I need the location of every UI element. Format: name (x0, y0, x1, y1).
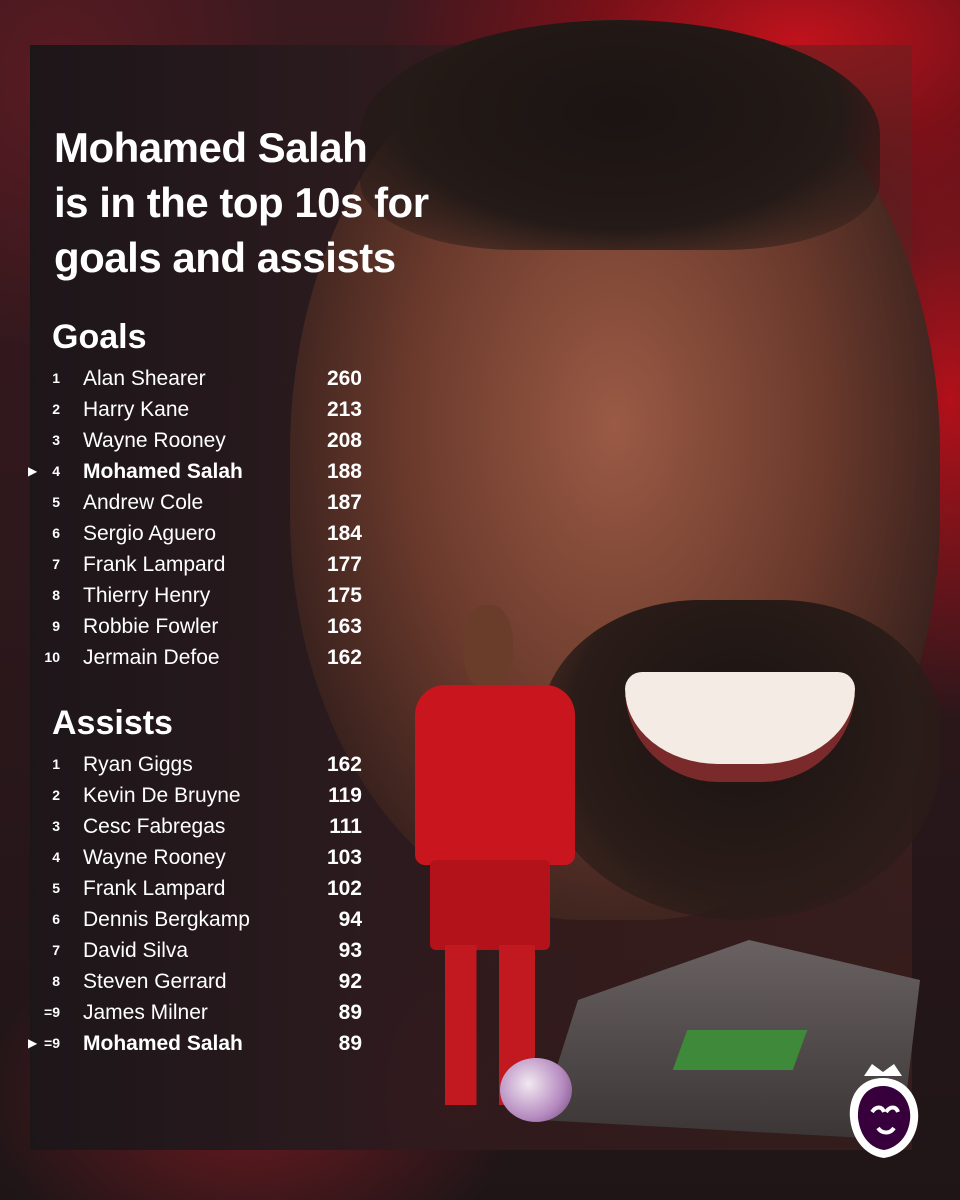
player-name: James Milner (83, 1001, 208, 1024)
player-name: Frank Lampard (83, 877, 226, 900)
stat-value: 103 (326, 846, 362, 869)
rank: 6 (52, 911, 60, 927)
player-name: Thierry Henry (83, 584, 211, 607)
player-name: Robbie Fowler (83, 615, 219, 638)
rank: 7 (52, 942, 60, 958)
assists-list: 1 Ryan Giggs 162 2 Kevin De Bruyne 119 3 Cesc F… (20, 749, 362, 1059)
assists-row: 4 Wayne Rooney 103 (20, 842, 362, 873)
stat-value: 177 (326, 553, 362, 576)
stat-value: 187 (326, 491, 362, 514)
player-name: Cesc Fabregas (83, 815, 226, 838)
player-name: Wayne Rooney (83, 846, 226, 869)
assists-row: 3 Cesc Fabregas 111 (20, 811, 362, 842)
rank: 8 (52, 587, 60, 603)
assists-row: 6 Dennis Bergkamp 94 (20, 904, 362, 935)
stat-value: 260 (326, 367, 362, 390)
stat-value: 213 (326, 398, 362, 421)
rank: 4 (52, 463, 60, 479)
stadium-pitch (672, 1030, 808, 1070)
stat-value: 175 (326, 584, 362, 607)
stat-value: 102 (326, 877, 362, 900)
highlight-marker-icon: ▶ (28, 1036, 38, 1050)
rank: 7 (52, 556, 60, 572)
rank: 5 (52, 494, 60, 510)
highlight-marker-icon: ▶ (28, 464, 38, 478)
stat-value: 92 (338, 970, 362, 993)
player-name: Dennis Bergkamp (83, 908, 250, 931)
rank: 10 (44, 649, 60, 665)
player-name: Jermain Defoe (83, 646, 220, 669)
goals-list: 1 Alan Shearer 260 2 Harry Kane 213 3 Wayne Roo… (20, 363, 362, 673)
premier-league-lion-logo-icon (849, 1064, 919, 1158)
rank: 6 (52, 525, 60, 541)
goals-row: 1 Alan Shearer 260 (20, 363, 362, 394)
rank: 4 (52, 849, 60, 865)
player-name: Ryan Giggs (83, 753, 193, 776)
rank: 2 (52, 787, 60, 803)
stat-value: 89 (338, 1032, 362, 1055)
goals-heading: Goals (52, 318, 147, 356)
stat-value: 89 (338, 1001, 362, 1024)
football-image (500, 1058, 572, 1122)
assists-row: 2 Kevin De Bruyne 119 (20, 780, 362, 811)
page-title: Mohamed Salah is in the top 10s for goal… (54, 120, 429, 285)
player-name: Alan Shearer (83, 367, 206, 390)
player-name: Andrew Cole (83, 491, 204, 514)
rank: 3 (52, 818, 60, 834)
goals-row: 3 Wayne Rooney 208 (20, 425, 362, 456)
assists-row: 8 Steven Gerrard 92 (20, 966, 362, 997)
stat-value: 162 (326, 753, 362, 776)
player-name: Steven Gerrard (83, 970, 227, 993)
title-line: is in the top 10s for (54, 179, 429, 226)
stat-value: 94 (338, 908, 362, 931)
player-name: Mohamed Salah (83, 1032, 243, 1055)
goals-row: ▶ 4 Mohamed Salah 188 (20, 456, 362, 487)
assists-heading: Assists (52, 704, 173, 742)
assists-row: =9 James Milner 89 (20, 997, 362, 1028)
stat-value: 163 (326, 615, 362, 638)
goals-row: 5 Andrew Cole 187 (20, 487, 362, 518)
goals-row: 8 Thierry Henry 175 (20, 580, 362, 611)
stat-value: 111 (329, 815, 362, 838)
title-line: goals and assists (54, 234, 396, 281)
player-action-image (385, 605, 595, 1105)
rank: 9 (52, 618, 60, 634)
stat-value: 162 (326, 646, 362, 669)
assists-row: 7 David Silva 93 (20, 935, 362, 966)
player-name: Mohamed Salah (83, 460, 243, 483)
player-name: Kevin De Bruyne (83, 784, 241, 807)
rank: 8 (52, 973, 60, 989)
goals-row: 10 Jermain Defoe 162 (20, 642, 362, 673)
stat-value: 93 (338, 939, 362, 962)
rank: =9 (44, 1035, 60, 1051)
portrait-hair (360, 20, 880, 250)
rank: 3 (52, 432, 60, 448)
goals-row: 9 Robbie Fowler 163 (20, 611, 362, 642)
player-name: Sergio Aguero (83, 522, 217, 545)
rank: 1 (52, 756, 60, 772)
assists-row: 1 Ryan Giggs 162 (20, 749, 362, 780)
goals-row: 2 Harry Kane 213 (20, 394, 362, 425)
rank: =9 (44, 1004, 60, 1020)
player-name: David Silva (83, 939, 189, 962)
goals-row: 6 Sergio Aguero 184 (20, 518, 362, 549)
stat-value: 184 (326, 522, 362, 545)
assists-row: 5 Frank Lampard 102 (20, 873, 362, 904)
assists-row: ▶ =9 Mohamed Salah 89 (20, 1028, 362, 1059)
player-name: Frank Lampard (83, 553, 226, 576)
player-name: Harry Kane (83, 398, 190, 421)
stat-value: 208 (326, 429, 362, 452)
goals-row: 7 Frank Lampard 177 (20, 549, 362, 580)
stat-value: 188 (326, 460, 362, 483)
player-name: Wayne Rooney (83, 429, 226, 452)
stat-value: 119 (328, 784, 362, 807)
rank: 2 (52, 401, 60, 417)
title-line: Mohamed Salah (54, 124, 368, 171)
rank: 1 (52, 370, 60, 386)
rank: 5 (52, 880, 60, 896)
